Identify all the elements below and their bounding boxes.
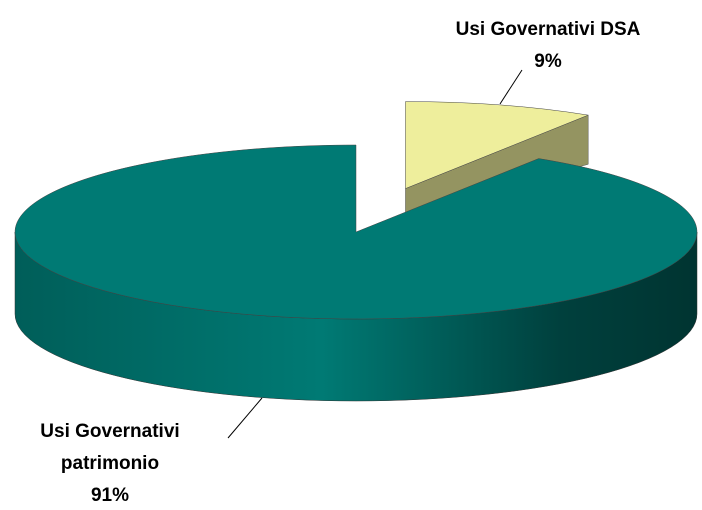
leader-line xyxy=(227,397,263,439)
slices xyxy=(14,101,698,402)
slice-value-label: 91% xyxy=(90,485,130,506)
slice-value-label: 9% xyxy=(534,51,562,72)
slice xyxy=(14,144,698,320)
slice xyxy=(405,101,590,189)
leader-line xyxy=(499,69,523,105)
slice-label: Usi Governativi patrimonio xyxy=(40,421,180,474)
slice-label: Usi Governativi DSA xyxy=(455,19,641,40)
